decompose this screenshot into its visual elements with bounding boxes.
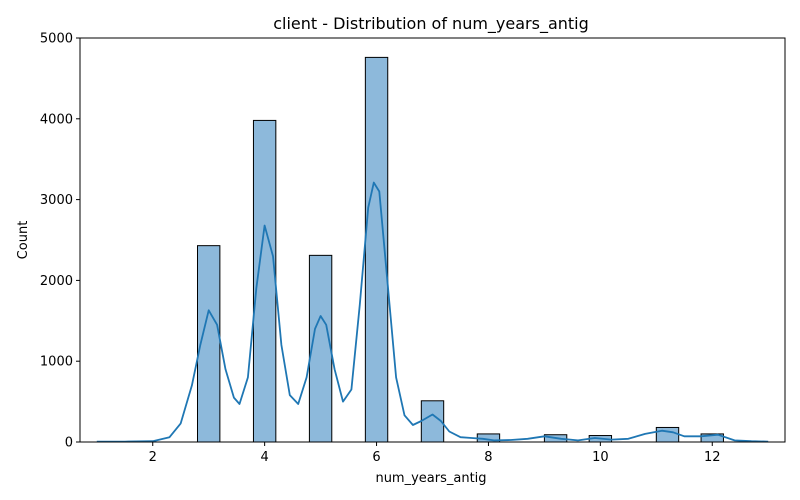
y-tick-label: 0 — [65, 436, 73, 451]
y-tick-label: 4000 — [40, 112, 73, 127]
x-axis-label: num_years_antig — [375, 471, 486, 486]
chart-title: client - Distribution of num_years_antig — [273, 14, 589, 34]
bars-group — [197, 56, 724, 443]
x-tick-label: 8 — [484, 450, 492, 465]
x-tick-label: 10 — [592, 450, 609, 465]
y-axis-label: Count — [16, 221, 31, 260]
y-tick-label: 5000 — [40, 32, 73, 47]
y-axis-ticks: 0 1000 2000 3000 4000 5000 — [40, 32, 80, 451]
y-tick-label: 3000 — [40, 193, 73, 208]
kde-group — [96, 181, 769, 443]
x-axis-ticks: 2 4 6 8 10 12 — [149, 442, 721, 465]
y-tick-label: 1000 — [40, 355, 73, 370]
x-tick-label: 12 — [704, 450, 721, 465]
histogram-bar — [308, 254, 333, 443]
plot-frame — [79, 37, 786, 443]
histogram-bar — [655, 426, 680, 443]
x-tick-label: 4 — [261, 450, 269, 465]
x-tick-label: 2 — [149, 450, 157, 465]
y-tick-label: 2000 — [40, 274, 73, 289]
x-tick-label: 6 — [372, 450, 380, 465]
kde-line — [96, 181, 769, 443]
